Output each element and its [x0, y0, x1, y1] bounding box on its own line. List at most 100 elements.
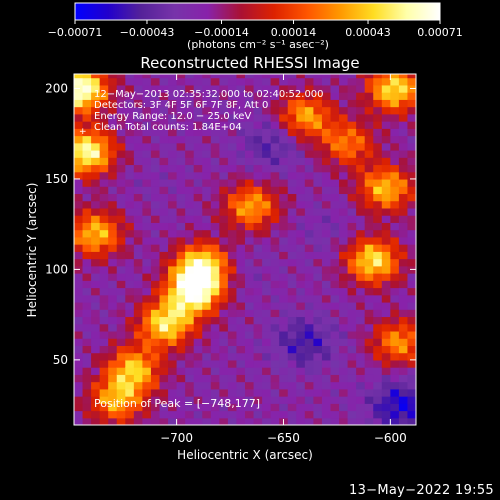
heatmap-cell	[296, 229, 306, 238]
heatmap-cell	[219, 135, 229, 144]
heatmap-cell	[313, 287, 323, 296]
heatmap-cell	[296, 388, 306, 397]
heatmap-cell	[159, 287, 169, 296]
heatmap-cell	[262, 200, 272, 209]
heatmap-cell	[193, 121, 203, 129]
heatmap-cell	[321, 410, 332, 419]
heatmap-cell	[74, 244, 84, 252]
heatmap-cell	[219, 265, 229, 274]
heatmap-cell	[168, 294, 178, 303]
heatmap-cell	[219, 121, 229, 129]
heatmap-cell	[168, 396, 178, 404]
heatmap-cell	[245, 316, 255, 325]
heatmap-cell	[108, 301, 118, 310]
heatmap-cell	[313, 330, 323, 339]
heatmap-cell	[364, 410, 374, 419]
heatmap-cell	[193, 258, 203, 267]
heatmap-cell	[227, 92, 238, 100]
heatmap-cell	[381, 74, 391, 79]
heatmap-cell	[313, 258, 323, 267]
heatmap-cell	[168, 142, 178, 151]
heatmap-cell	[210, 207, 220, 216]
heatmap-cell	[287, 229, 297, 238]
heatmap-cell	[253, 244, 263, 252]
heatmap-cell	[108, 164, 118, 173]
heatmap-cell	[364, 381, 374, 390]
heatmap-cell	[262, 157, 272, 166]
heatmap-cell	[108, 106, 118, 115]
heatmap-cell	[227, 128, 238, 137]
heatmap-cell	[407, 178, 416, 187]
heatmap-cell	[304, 273, 314, 281]
heatmap-cell	[313, 417, 323, 425]
annotation-line: Detectors: 3F 4F 5F 6F 7F 8F, Att 0	[94, 100, 268, 111]
heatmap-cell	[159, 77, 169, 86]
heatmap-cell	[253, 410, 263, 419]
heatmap-cell	[347, 164, 357, 173]
heatmap-cell	[82, 417, 92, 425]
heatmap-cell	[219, 164, 229, 173]
heatmap-cell	[159, 417, 169, 425]
heatmap-cell	[82, 338, 92, 346]
heatmap-cell	[176, 265, 186, 274]
heatmap-cell	[296, 157, 306, 166]
heatmap-cell	[279, 316, 289, 325]
heatmap-cell	[82, 92, 92, 100]
heatmap-cell	[227, 135, 238, 144]
heatmap-cell	[236, 164, 246, 173]
heatmap-cell	[125, 280, 135, 289]
heatmap-cell	[364, 301, 374, 310]
heatmap-cell	[296, 352, 306, 361]
heatmap-cell	[313, 273, 323, 281]
heatmap-cell	[133, 84, 143, 93]
heatmap-cell	[150, 280, 161, 289]
heatmap-cell	[74, 121, 84, 129]
heatmap-cell	[116, 157, 126, 166]
heatmap-cell	[253, 92, 263, 100]
heatmap-cell	[210, 309, 220, 318]
heatmap-cell	[304, 157, 314, 166]
heatmap-cell	[304, 229, 314, 238]
heatmap-cell	[82, 301, 92, 310]
heatmap-cell	[176, 171, 186, 180]
heatmap-cell	[381, 157, 391, 166]
heatmap-cell	[313, 403, 323, 412]
heatmap-cell	[262, 273, 272, 281]
heatmap-cell	[142, 229, 152, 238]
heatmap-cell	[116, 403, 126, 412]
heatmap-cell	[364, 106, 374, 115]
heatmap-cell	[91, 178, 101, 187]
heatmap-cell	[99, 106, 109, 115]
heatmap-cell	[227, 99, 238, 108]
heatmap-cell	[219, 323, 229, 332]
heatmap-cell	[193, 229, 203, 238]
heatmap-cell	[398, 186, 409, 195]
heatmap-cell	[407, 74, 416, 79]
heatmap-cell	[210, 345, 220, 354]
heatmap-cell	[339, 396, 349, 404]
heatmap-cell	[142, 396, 152, 404]
heatmap-cell	[142, 251, 152, 260]
heatmap-cell	[279, 149, 289, 158]
heatmap-cell	[321, 330, 332, 339]
heatmap-cell	[159, 113, 169, 122]
colorbar-unit-label: (photons cm⁻² s⁻¹ asec⁻²)	[187, 38, 329, 51]
heatmap-cell	[330, 207, 340, 216]
heatmap-cell	[168, 171, 178, 180]
heatmap-cell	[142, 164, 152, 173]
heatmap-cell	[339, 178, 349, 187]
heatmap-cell	[108, 99, 118, 108]
heatmap-cell	[116, 265, 126, 274]
heatmap-cell	[219, 229, 229, 238]
heatmap-cell	[210, 338, 220, 346]
heatmap-cell	[82, 345, 92, 354]
heatmap-cell	[245, 410, 255, 419]
heatmap-cell	[279, 381, 289, 390]
heatmap-cell	[82, 157, 92, 166]
heatmap-cell	[210, 171, 220, 180]
heatmap-cell	[185, 251, 195, 260]
heatmap-cell	[91, 207, 101, 216]
heatmap-cell	[390, 171, 400, 180]
heatmap-cell	[74, 200, 84, 209]
heatmap-cell	[142, 99, 152, 108]
